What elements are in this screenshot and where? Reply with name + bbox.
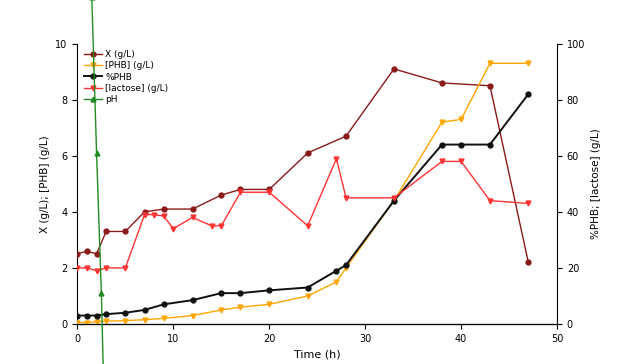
Y-axis label: X (g/L); [PHB] (g/L): X (g/L); [PHB] (g/L) [40,135,50,233]
Y-axis label: %PHB; [lactose] (g/L): %PHB; [lactose] (g/L) [591,128,601,239]
X-axis label: Time (h): Time (h) [294,349,340,359]
Legend: X (g/L), [PHB] (g/L), %PHB, [lactose] (g/L), pH: X (g/L), [PHB] (g/L), %PHB, [lactose] (g… [82,48,170,106]
